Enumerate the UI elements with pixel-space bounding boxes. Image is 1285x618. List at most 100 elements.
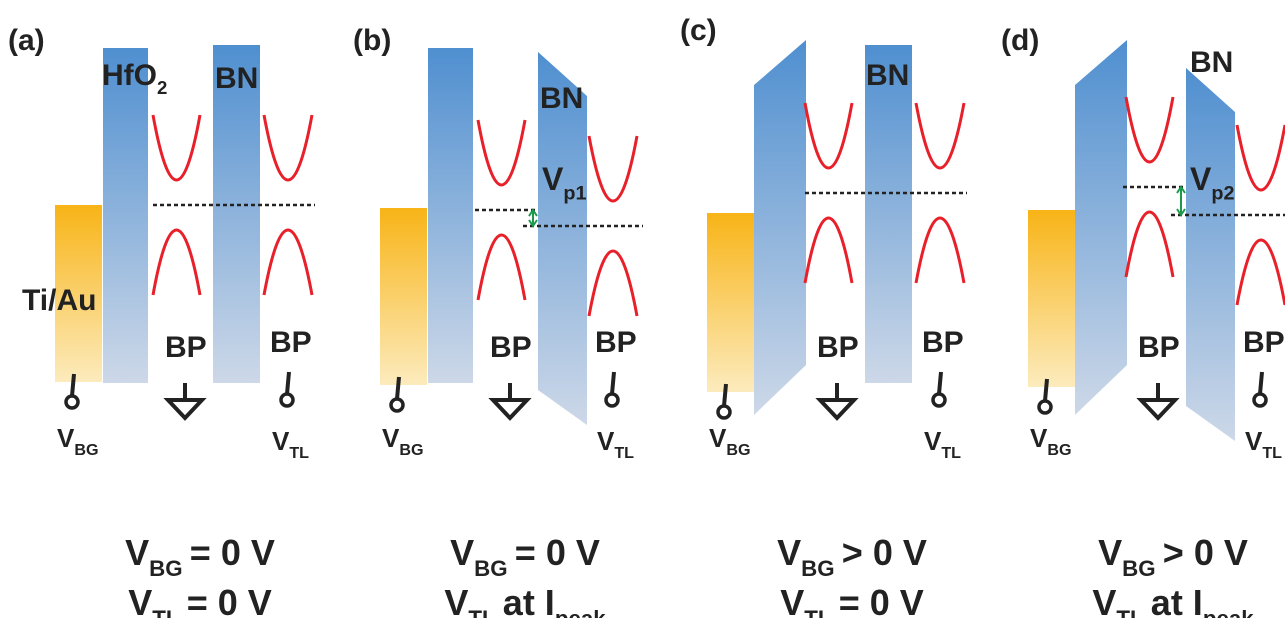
text-part: V bbox=[444, 582, 468, 618]
metal-gate bbox=[1028, 210, 1075, 387]
ground-symbol bbox=[168, 383, 202, 418]
subscript: peak bbox=[555, 606, 606, 618]
bn-label: BN bbox=[1190, 46, 1233, 79]
bn-barrier bbox=[213, 45, 260, 383]
conduction-band bbox=[916, 103, 964, 168]
ground-symbol bbox=[1141, 383, 1175, 418]
bp-label: BP bbox=[595, 326, 637, 359]
terminal-wire bbox=[1260, 372, 1262, 394]
condition-text: VBG = 0 V bbox=[125, 532, 275, 581]
bp-label: BP bbox=[1138, 331, 1180, 364]
valence-band bbox=[916, 218, 964, 283]
subscript: p1 bbox=[563, 183, 586, 205]
text-part: V bbox=[125, 532, 149, 573]
text-part: = 0 V bbox=[190, 532, 275, 573]
condition-text: VTL = 0 V bbox=[780, 582, 924, 618]
dielectric bbox=[1075, 40, 1127, 415]
terminal-wire bbox=[72, 374, 74, 396]
metal-gate bbox=[380, 208, 427, 385]
text-part: > 0 V bbox=[1163, 532, 1248, 573]
conduction-band bbox=[805, 103, 852, 168]
bp-label: BP bbox=[922, 326, 964, 359]
subscript: BG bbox=[474, 556, 507, 581]
valence-band bbox=[805, 218, 852, 283]
top-voltage-label: VTL bbox=[272, 426, 309, 462]
subscript: BG bbox=[399, 441, 423, 459]
text-part: V bbox=[597, 426, 615, 456]
text-part: V bbox=[924, 426, 942, 456]
panel-label: (a) bbox=[8, 24, 45, 57]
text-part: at I bbox=[503, 582, 555, 618]
subscript: TL bbox=[152, 606, 179, 618]
gate-voltage-label: VBG bbox=[1030, 423, 1072, 459]
conduction-band bbox=[153, 115, 200, 180]
terminal bbox=[66, 396, 78, 408]
text-part: V bbox=[1098, 532, 1122, 573]
text-part: = 0 V bbox=[839, 582, 924, 618]
valence-band bbox=[478, 235, 525, 300]
text-part: V bbox=[1092, 582, 1116, 618]
bp-label: BP bbox=[1243, 326, 1285, 359]
subscript: TL bbox=[804, 606, 831, 618]
terminal bbox=[933, 394, 945, 406]
subscript: peak bbox=[1203, 606, 1254, 618]
subscript: BG bbox=[1122, 556, 1155, 581]
terminal bbox=[1254, 394, 1266, 406]
bp-label: BP bbox=[165, 331, 207, 364]
subscript: TL bbox=[289, 444, 309, 462]
condition-text: VBG> 0 V bbox=[777, 532, 927, 581]
condition-text: VBG > 0 V bbox=[1098, 532, 1248, 581]
valence-band bbox=[153, 230, 200, 295]
subscript: p2 bbox=[1211, 183, 1234, 205]
ground-symbol bbox=[820, 383, 854, 418]
valence-band bbox=[1126, 212, 1173, 277]
text-part: V bbox=[272, 426, 290, 456]
text-part: V bbox=[450, 532, 474, 573]
gate-voltage-label: VBG bbox=[57, 423, 99, 459]
bn-label: BN bbox=[866, 59, 909, 92]
bn-label: BN bbox=[215, 62, 258, 95]
terminal-wire bbox=[397, 377, 399, 399]
text-part: V bbox=[780, 582, 804, 618]
terminal-wire bbox=[612, 372, 614, 394]
valence-band bbox=[589, 251, 637, 316]
subscript: 2 bbox=[157, 77, 167, 98]
terminal bbox=[718, 406, 730, 418]
subscript: BG bbox=[801, 556, 834, 581]
bp-label: BP bbox=[270, 326, 312, 359]
subscript: TL bbox=[941, 444, 961, 462]
terminal bbox=[1039, 401, 1051, 413]
terminal bbox=[606, 394, 618, 406]
band-diagram-figure: (a)HfO2Ti/AuBNBPBPVBGVTLVBG= 0 VVTL= 0 V… bbox=[0, 0, 1285, 618]
subscript: TL bbox=[1116, 606, 1143, 618]
condition-text: VTL at Ipeak bbox=[444, 582, 606, 618]
dielectric bbox=[103, 48, 148, 383]
text-part: at I bbox=[1151, 582, 1203, 618]
subscript: TL bbox=[468, 606, 495, 618]
terminal-wire bbox=[724, 384, 726, 406]
condition-text: VTL= 0 V bbox=[128, 582, 272, 618]
subscript: BG bbox=[726, 441, 750, 459]
text-part: = 0 V bbox=[187, 582, 272, 618]
bn-barrier bbox=[865, 45, 912, 383]
subscript: TL bbox=[614, 444, 634, 462]
metal-label: Ti/Au bbox=[22, 284, 96, 317]
valence-band bbox=[264, 230, 312, 295]
bn-label: BN bbox=[540, 82, 583, 115]
top-voltage-label: VTL bbox=[924, 426, 961, 462]
metal-gate bbox=[707, 213, 754, 392]
dielectric bbox=[754, 40, 806, 415]
text-part: V bbox=[777, 532, 801, 573]
panel-label: (c) bbox=[680, 14, 717, 47]
conduction-band bbox=[264, 115, 312, 180]
subscript: BG bbox=[149, 556, 182, 581]
dielectric bbox=[428, 48, 473, 383]
conduction-band bbox=[1237, 125, 1285, 190]
valence-band bbox=[1237, 240, 1285, 305]
condition-text: VTL at Ipeak bbox=[1092, 582, 1254, 618]
text-part: HfO bbox=[102, 59, 157, 92]
panel-label: (b) bbox=[353, 24, 391, 57]
text-part: V bbox=[542, 161, 564, 197]
terminal-wire bbox=[287, 372, 289, 394]
terminal bbox=[281, 394, 293, 406]
